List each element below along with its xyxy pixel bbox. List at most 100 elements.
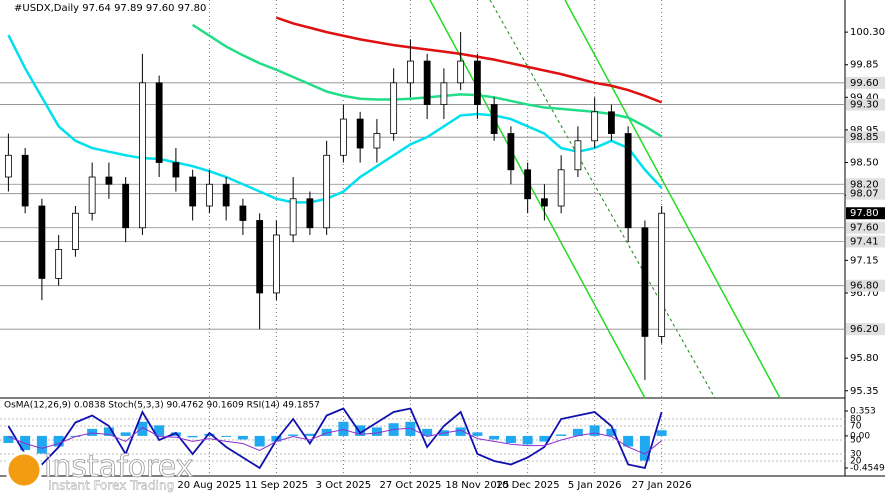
level-label: 96.20	[850, 324, 879, 335]
level-box	[846, 178, 885, 191]
candle-body	[641, 227, 649, 337]
osma-bar	[87, 428, 98, 436]
osma-bar	[639, 435, 650, 461]
level-box	[846, 98, 885, 111]
osma-bar	[472, 432, 483, 436]
x-tick-label: 27 Oct 2025	[379, 480, 441, 491]
ma-line	[7, 34, 663, 204]
osc-tick-label: 80	[850, 415, 862, 425]
osc-tick-label: 30	[850, 450, 862, 460]
level-label: 97.41	[850, 237, 879, 248]
channel-mid	[489, 0, 716, 399]
watermark: instaforex	[44, 450, 193, 485]
x-tick-label: 3 Oct 2025	[316, 480, 371, 491]
x-tick-label: 20 Aug 2025	[177, 480, 241, 491]
level-label: 98.85	[850, 132, 879, 143]
candle-body	[72, 212, 79, 250]
candle-body	[591, 111, 599, 142]
candle-body	[88, 176, 96, 214]
osma-bar	[221, 435, 232, 437]
y-tick-label: 95.35	[850, 386, 879, 397]
candle-body	[608, 111, 615, 134]
watermark-sub: Instant Forex Trading	[48, 479, 174, 493]
osma-bar	[103, 427, 114, 436]
level-label: 97.60	[850, 223, 879, 234]
osma-bar	[53, 435, 64, 447]
candle-body	[490, 104, 498, 134]
level-box	[846, 76, 885, 89]
candle-body	[423, 60, 431, 105]
candle-body	[155, 82, 163, 163]
y-tick-label: 97.15	[850, 255, 879, 266]
y-tick-label: 98.50	[850, 158, 879, 169]
osma-bar	[606, 428, 617, 436]
y-tick-label: 99.85	[850, 60, 879, 71]
osma-bar	[371, 427, 382, 436]
osma-bar	[3, 435, 14, 443]
candle-body	[189, 176, 197, 207]
osma-tick-label: -0.4549	[850, 464, 885, 474]
osma-bar	[656, 430, 667, 436]
y-tick-label: 95.80	[850, 353, 879, 364]
osma-bar	[137, 421, 148, 436]
osma-bar	[120, 432, 131, 436]
channel	[429, 0, 781, 399]
candle-body	[138, 82, 146, 229]
candle-body	[323, 154, 331, 229]
x-tick-label: 11 Sep 2025	[245, 480, 308, 491]
y-tick-label: 99.40	[850, 92, 879, 103]
current-box	[846, 207, 885, 220]
candle-body	[390, 82, 398, 134]
osma-tick-label: 0.00	[850, 431, 870, 441]
candle-body	[473, 60, 481, 105]
osma-bar	[422, 428, 433, 436]
y-tick-label: 96.70	[850, 288, 879, 299]
osma-bar	[539, 435, 550, 442]
stoch-line	[7, 407, 663, 470]
candle-body	[356, 118, 364, 149]
candle-body	[256, 220, 264, 294]
candle-body	[5, 154, 12, 178]
candle-body	[507, 133, 515, 171]
osma-bar	[338, 421, 349, 436]
level-box	[846, 221, 885, 234]
x-tick-label: 18 Nov 2025	[445, 480, 509, 491]
osma-bar	[187, 435, 198, 438]
osma-bar	[321, 428, 332, 436]
candle-body	[205, 183, 213, 207]
candle-body	[122, 183, 130, 229]
channel-line	[429, 0, 646, 399]
y-tick-label: 100.30	[850, 27, 885, 38]
channel-line	[564, 0, 781, 399]
osc-tick-label: 50	[850, 436, 862, 446]
current-label: 97.80	[850, 208, 879, 219]
level-box	[846, 323, 885, 336]
candle-body	[658, 212, 666, 337]
osma-bar	[154, 425, 165, 436]
level-box	[846, 235, 885, 248]
candle-body	[55, 249, 63, 279]
level-label: 98.07	[850, 189, 879, 200]
osc-tick-label: 20	[850, 457, 862, 467]
osma-bar	[556, 434, 567, 436]
osma-bar	[572, 428, 583, 436]
osc-tick-label: 70	[850, 422, 862, 432]
candle-body	[406, 60, 414, 84]
candle-body	[105, 176, 113, 185]
candle-body	[21, 154, 29, 207]
x-tick-label: 5 Jan 2026	[568, 480, 622, 491]
rsi-line	[8, 426, 662, 455]
candle-body	[373, 133, 381, 149]
candle-body	[624, 133, 632, 229]
candle-body	[172, 162, 180, 178]
logo: instaforex Instant Forex Trading	[5, 449, 194, 493]
level-label: 96.80	[850, 281, 879, 292]
osma-bar	[589, 425, 600, 436]
osma-bar	[237, 435, 248, 440]
candle-body	[557, 169, 565, 207]
level-label: 99.30	[850, 100, 879, 111]
candle-body	[440, 82, 448, 105]
